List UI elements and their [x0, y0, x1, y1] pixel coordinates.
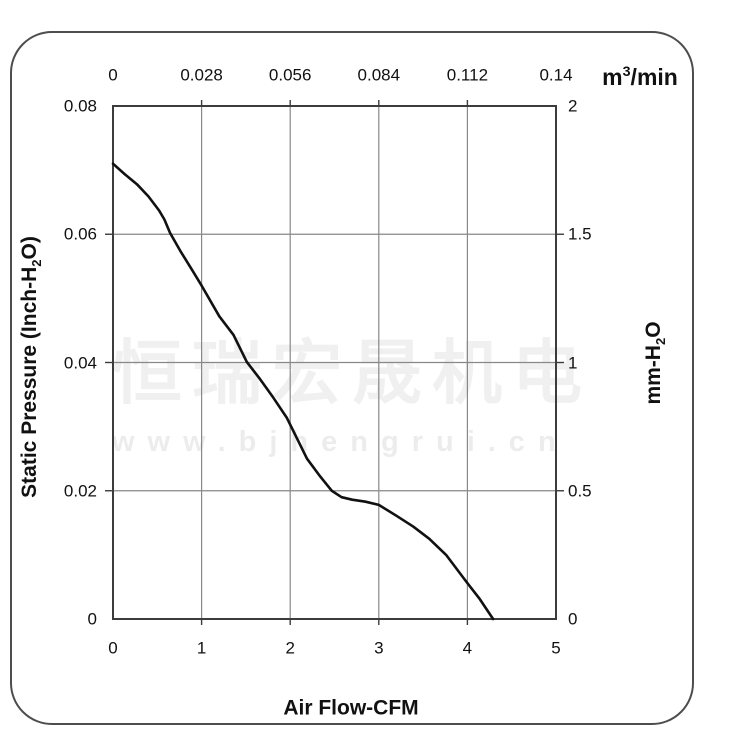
top-axis-tick-label: 0.14 — [539, 65, 573, 85]
right-title-subscript: 2 — [653, 337, 669, 346]
top-axis-tick-label: 0.056 — [268, 65, 312, 85]
unit-rest: /min — [630, 63, 678, 90]
top-axis-tick-label: 0.084 — [357, 65, 401, 85]
left-title-rest: O) — [17, 236, 41, 260]
left-axis-tick-label: 0.04 — [63, 353, 97, 372]
left-axis-tick-label: 0 — [87, 609, 97, 629]
right-title-rest: O — [641, 321, 665, 338]
top-axis-unit-label: m3/min — [602, 65, 678, 89]
bottom-axis-tick-label: 3 — [374, 638, 384, 658]
unit-superscript: 3 — [622, 64, 631, 81]
unit-base: m — [602, 63, 623, 90]
top-axis-tick-label: 0.028 — [180, 65, 223, 85]
right-axis-tick-label: 0 — [568, 609, 578, 629]
plot-frame — [112, 105, 557, 620]
right-axis-title: mm-H2O — [641, 321, 669, 405]
top-axis-tick-label: 0.112 — [446, 65, 489, 85]
top-axis-tick-label: 0 — [108, 65, 118, 85]
left-axis-tick-label: 0.06 — [63, 224, 97, 244]
bottom-axis-tick-label: 1 — [196, 638, 207, 658]
performance-curve — [111, 162, 495, 621]
bottom-axis-tick-label: 2 — [285, 638, 295, 658]
right-axis-tick-label: 0.5 — [568, 481, 592, 501]
left-title-text: Static Pressure (Inch-H — [17, 266, 41, 498]
right-axis-tick-label: 2 — [568, 96, 578, 116]
right-axis-tick-label: 1 — [568, 353, 578, 372]
bottom-axis-tick-label: 0 — [108, 638, 118, 658]
left-axis-tick-label: 0.02 — [63, 481, 97, 501]
right-axis-tick-label: 1.5 — [568, 224, 592, 244]
bottom-axis-tick-label: 5 — [551, 638, 561, 658]
left-axis-title: Static Pressure (Inch-H2O) — [17, 236, 45, 498]
bottom-axis-title: Air Flow-CFM — [283, 696, 419, 720]
left-axis-tick-label: 0.08 — [63, 96, 97, 116]
right-title-text: mm-H — [641, 345, 665, 405]
left-title-subscript: 2 — [29, 259, 45, 267]
chart-border-frame — [10, 31, 694, 725]
bottom-axis-tick-label: 4 — [462, 638, 473, 658]
